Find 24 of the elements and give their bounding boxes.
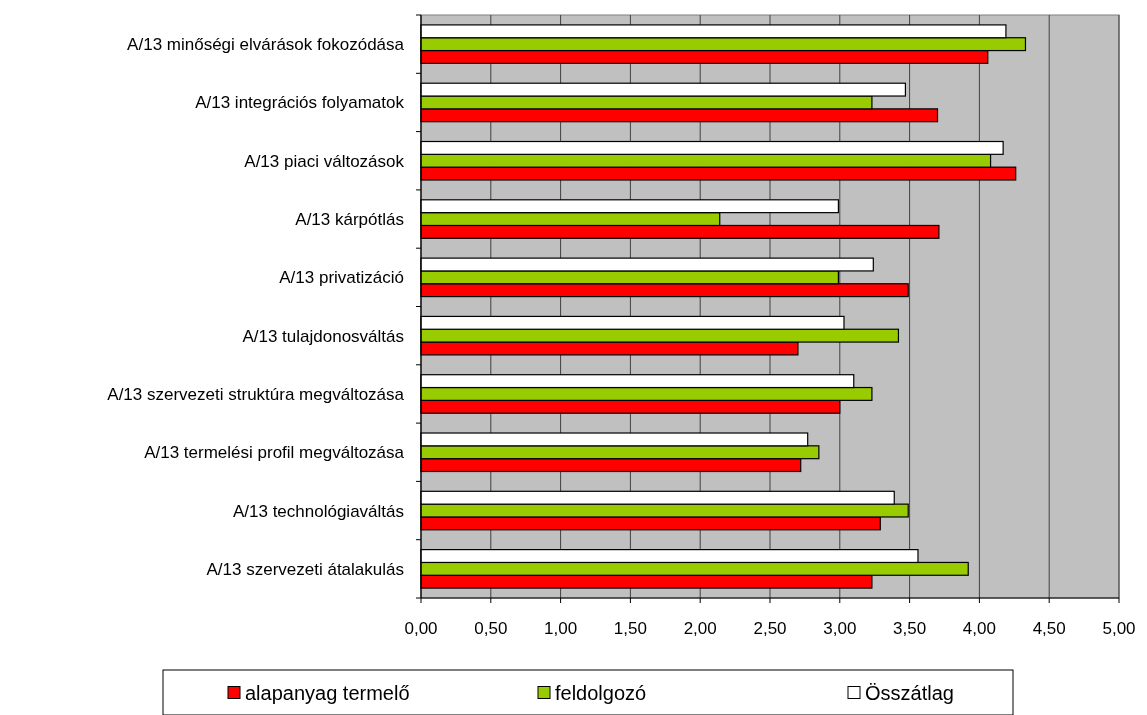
y-tick-label: A/13 tulajdonosváltás <box>242 326 404 346</box>
y-tick-label: A/13 minőségi elvárások fokozódása <box>127 35 405 55</box>
y-tick-label: A/13 integrációs folyamatok <box>195 93 405 113</box>
x-tick-label: 1,00 <box>544 619 578 638</box>
y-tick-label: A/13 termelési profil megváltozása <box>144 443 405 463</box>
x-tick-label: 1,50 <box>613 619 647 638</box>
x-tick-label: 4,50 <box>1032 619 1066 638</box>
x-tick-label: 5,00 <box>1102 619 1136 638</box>
x-tick-label: 3,50 <box>893 619 927 638</box>
y-tick-label: A/13 piaci változások <box>244 151 405 171</box>
legend-label: alapanyag termelő <box>245 681 410 704</box>
x-tick-label: 3,00 <box>823 619 857 638</box>
y-tick-label: A/13 technológiaváltás <box>232 501 404 521</box>
x-tick-label: 0,50 <box>474 619 508 638</box>
y-tick-label: A/13 kárpótlás <box>295 210 404 230</box>
y-tick-label: A/13 szervezeti struktúra megváltozása <box>107 384 405 404</box>
legend-label: Összátlag <box>865 681 954 704</box>
x-tick-label: 4,00 <box>962 619 996 638</box>
x-tick-label: 2,00 <box>683 619 717 638</box>
x-tick-label: 2,50 <box>753 619 787 638</box>
legend-label: feldolgozó <box>555 681 647 704</box>
y-tick-label: A/13 privatizáció <box>279 268 404 288</box>
y-tick-label: A/13 szervezeti átalakulás <box>206 559 404 579</box>
x-tick-label: 0,00 <box>404 619 438 638</box>
